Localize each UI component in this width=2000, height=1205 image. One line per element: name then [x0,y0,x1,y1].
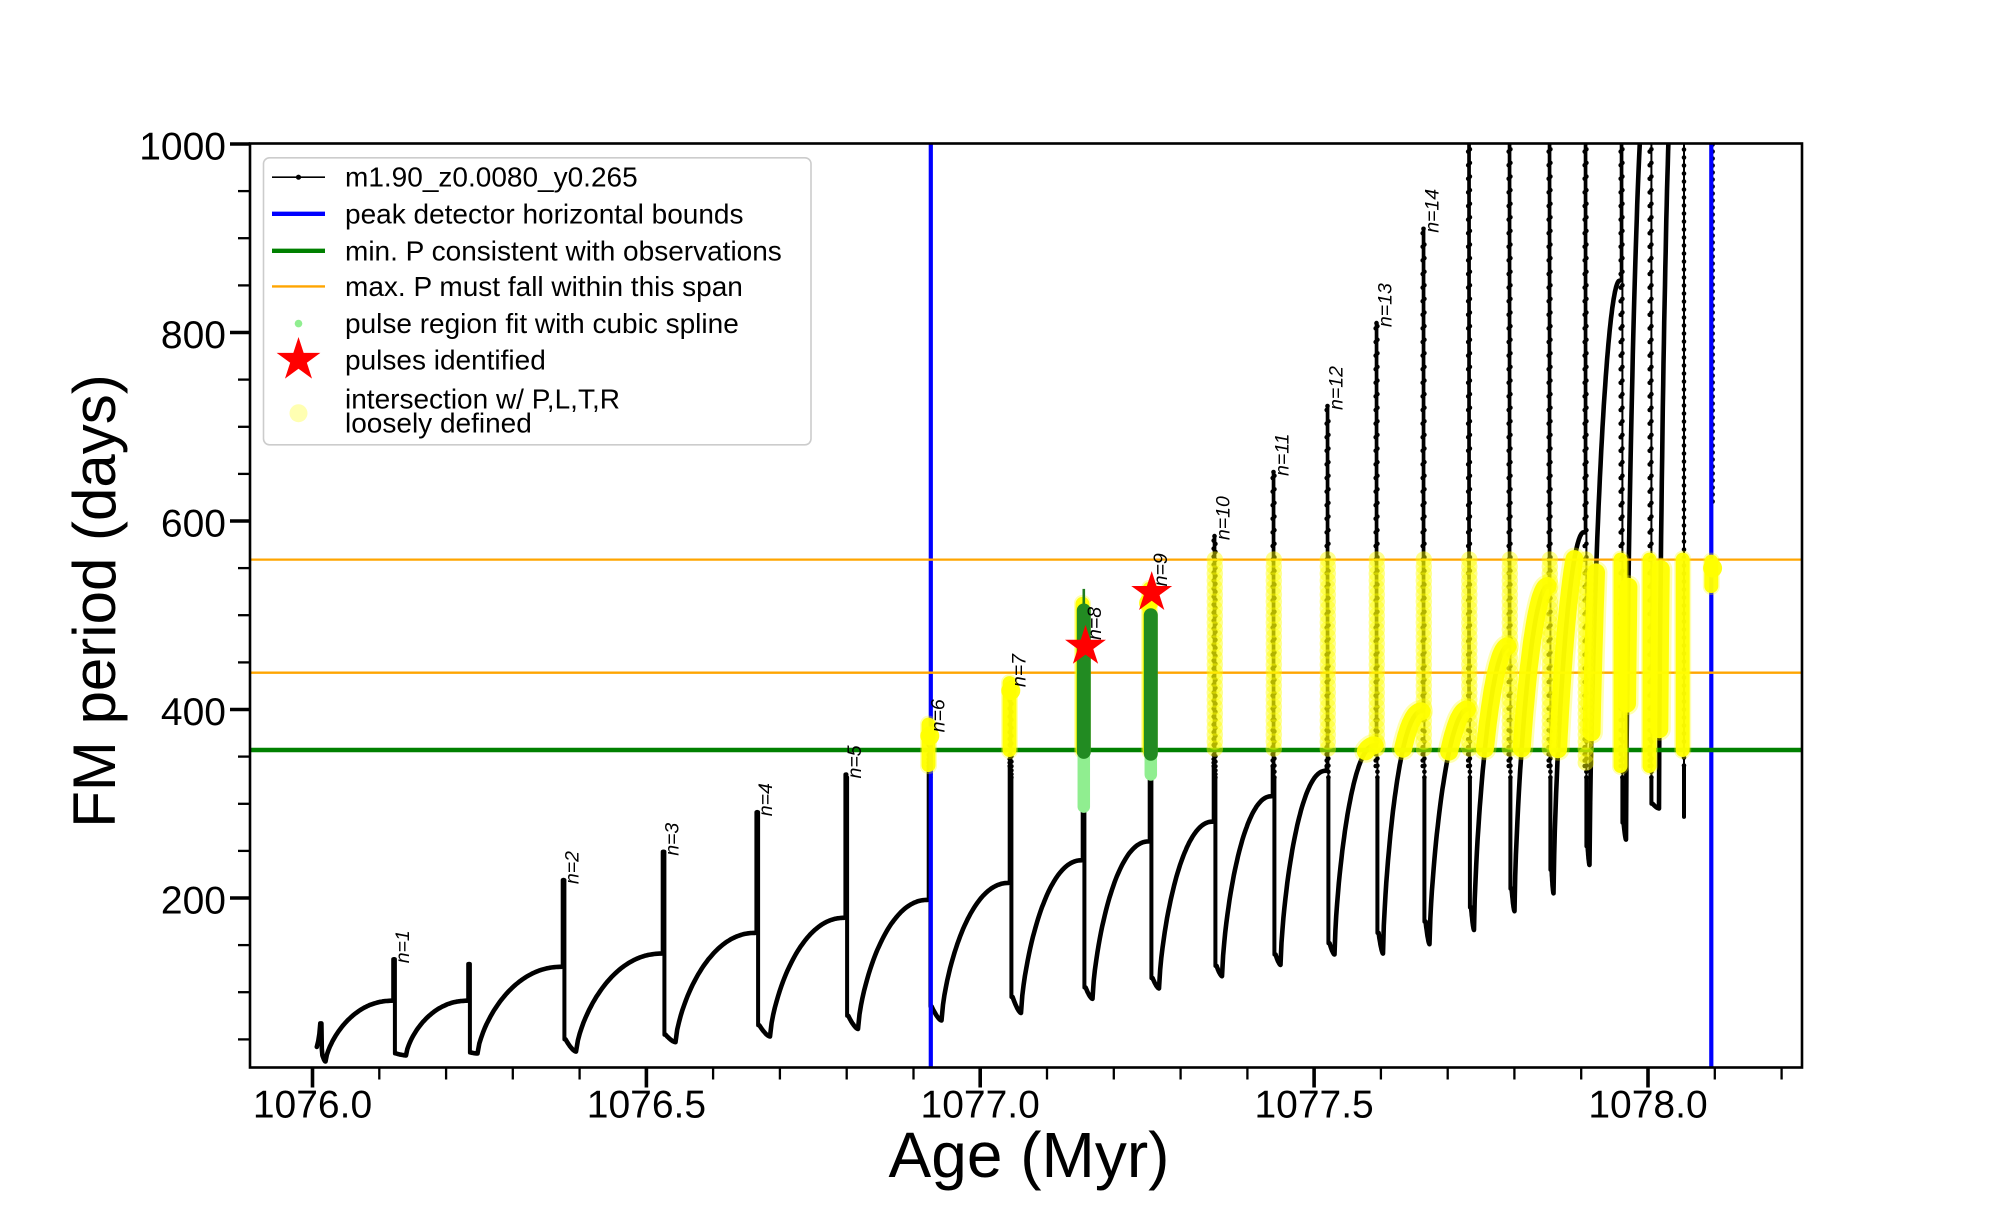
svg-text:200: 200 [161,880,226,923]
svg-text:n=8: n=8 [1084,607,1106,640]
svg-text:n=5: n=5 [844,745,866,778]
svg-text:pulse region fit with cubic sp: pulse region fit with cubic spline [345,308,739,339]
svg-text:n=3: n=3 [662,823,684,856]
svg-text:1000: 1000 [139,126,226,169]
svg-text:n=12: n=12 [1326,366,1348,410]
svg-text:n=9: n=9 [1150,553,1172,586]
svg-text:Age (Myr): Age (Myr) [889,1119,1170,1191]
svg-text:1076.5: 1076.5 [587,1084,706,1127]
svg-text:n=13: n=13 [1375,283,1397,327]
svg-text:intersection w/ P,L,T,R: intersection w/ P,L,T,R [345,384,620,415]
svg-text:n=10: n=10 [1213,496,1235,540]
svg-text:max. P must fall within this s: max. P must fall within this span [345,271,743,302]
svg-text:FM period (days): FM period (days) [61,374,128,827]
svg-text:n=2: n=2 [562,851,584,884]
svg-text:1078.0: 1078.0 [1588,1084,1707,1127]
svg-text:400: 400 [161,691,226,734]
svg-text:800: 800 [161,314,226,357]
svg-text:1076.0: 1076.0 [253,1084,372,1127]
svg-text:1077.5: 1077.5 [1254,1084,1373,1127]
svg-text:loosely defined: loosely defined [345,408,532,439]
svg-text:pulses identified: pulses identified [345,345,546,376]
svg-text:600: 600 [161,503,226,546]
svg-text:n=7: n=7 [1009,653,1031,687]
svg-text:n=4: n=4 [755,783,777,816]
svg-text:n=14: n=14 [1422,189,1444,233]
svg-text:n=1: n=1 [392,930,414,963]
svg-text:min. P consistent with observa: min. P consistent with observations [345,235,782,266]
svg-text:peak detector horizontal bound: peak detector horizontal bounds [345,198,744,229]
svg-text:1077.0: 1077.0 [921,1084,1040,1127]
svg-text:m1.90_z0.0080_y0.265: m1.90_z0.0080_y0.265 [345,162,638,193]
svg-text:n=6: n=6 [928,699,950,732]
svg-text:n=11: n=11 [1272,434,1294,476]
